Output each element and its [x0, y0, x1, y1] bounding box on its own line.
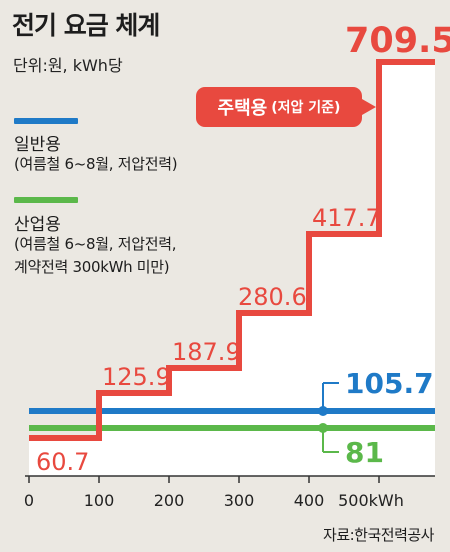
x-tick-label: 200	[154, 491, 185, 510]
industrial-data-label: 81	[345, 436, 384, 469]
legend-swatch-industrial	[14, 197, 78, 203]
legend-desc-industrial-2: 계약전력 300kWh 미만)	[14, 258, 170, 276]
source-label: 자료:한국전력공사	[323, 526, 434, 544]
x-tick-label: 500kWh	[338, 491, 404, 510]
legend-desc-general: (여름철 6~8월, 저압전력)	[14, 155, 178, 173]
residential-area-fill	[29, 62, 435, 476]
residential-data-label: 125.9	[102, 363, 171, 391]
general-data-label: 105.7	[345, 367, 434, 400]
residential-data-label: 709.5	[345, 21, 450, 61]
x-tick-label: 300	[224, 491, 255, 510]
x-tick-label: 0	[24, 491, 34, 510]
page-title: 전기 요금 체계	[12, 11, 160, 40]
residential-data-label: 60.7	[36, 448, 89, 476]
x-tick-label: 400	[294, 491, 325, 510]
callout-sub: (저압 기준)	[271, 100, 341, 116]
callout-arrow	[362, 99, 376, 115]
legend-desc-industrial-1: (여름철 6~8월, 저압전력,	[14, 235, 177, 253]
residential-data-label: 280.6	[238, 283, 307, 311]
unit-label: 단위:원, kWh당	[13, 56, 123, 75]
legend-label-industrial: 산업용	[14, 215, 61, 235]
general-marker	[318, 406, 328, 416]
x-tick-label: 100	[84, 491, 115, 510]
legend-label-general: 일반용	[14, 135, 61, 155]
legend-swatch-general	[14, 118, 78, 124]
residential-data-label: 417.7	[312, 204, 381, 232]
callout-main: 주택용	[217, 98, 268, 119]
residential-callout: 주택용 (저압 기준)	[196, 87, 362, 127]
residential-series-line	[29, 59, 435, 441]
industrial-marker	[318, 423, 328, 433]
residential-data-label: 187.9	[172, 338, 241, 366]
